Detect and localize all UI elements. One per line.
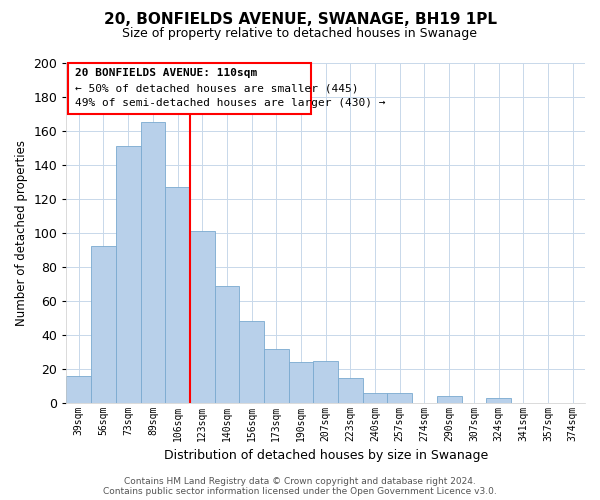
Bar xyxy=(264,348,289,403)
Bar xyxy=(338,378,363,403)
Bar xyxy=(239,322,264,403)
Bar xyxy=(215,286,239,403)
Bar xyxy=(165,187,190,403)
Text: ← 50% of detached houses are smaller (445): ← 50% of detached houses are smaller (44… xyxy=(75,83,358,93)
Bar xyxy=(363,393,388,403)
Bar xyxy=(388,393,412,403)
Bar xyxy=(289,362,313,403)
Bar xyxy=(313,360,338,403)
Bar xyxy=(140,122,165,403)
Text: Size of property relative to detached houses in Swanage: Size of property relative to detached ho… xyxy=(122,28,478,40)
Bar xyxy=(67,376,91,403)
Y-axis label: Number of detached properties: Number of detached properties xyxy=(15,140,28,326)
Text: 49% of semi-detached houses are larger (430) →: 49% of semi-detached houses are larger (… xyxy=(75,98,385,108)
Text: 20, BONFIELDS AVENUE, SWANAGE, BH19 1PL: 20, BONFIELDS AVENUE, SWANAGE, BH19 1PL xyxy=(104,12,497,28)
Bar xyxy=(116,146,140,403)
Bar xyxy=(91,246,116,403)
X-axis label: Distribution of detached houses by size in Swanage: Distribution of detached houses by size … xyxy=(164,450,488,462)
Text: Contains HM Land Registry data © Crown copyright and database right 2024.: Contains HM Land Registry data © Crown c… xyxy=(124,477,476,486)
Text: 20 BONFIELDS AVENUE: 110sqm: 20 BONFIELDS AVENUE: 110sqm xyxy=(75,68,257,78)
Text: Contains public sector information licensed under the Open Government Licence v3: Contains public sector information licen… xyxy=(103,487,497,496)
Bar xyxy=(437,396,461,403)
Bar xyxy=(486,398,511,403)
Bar xyxy=(190,231,215,403)
